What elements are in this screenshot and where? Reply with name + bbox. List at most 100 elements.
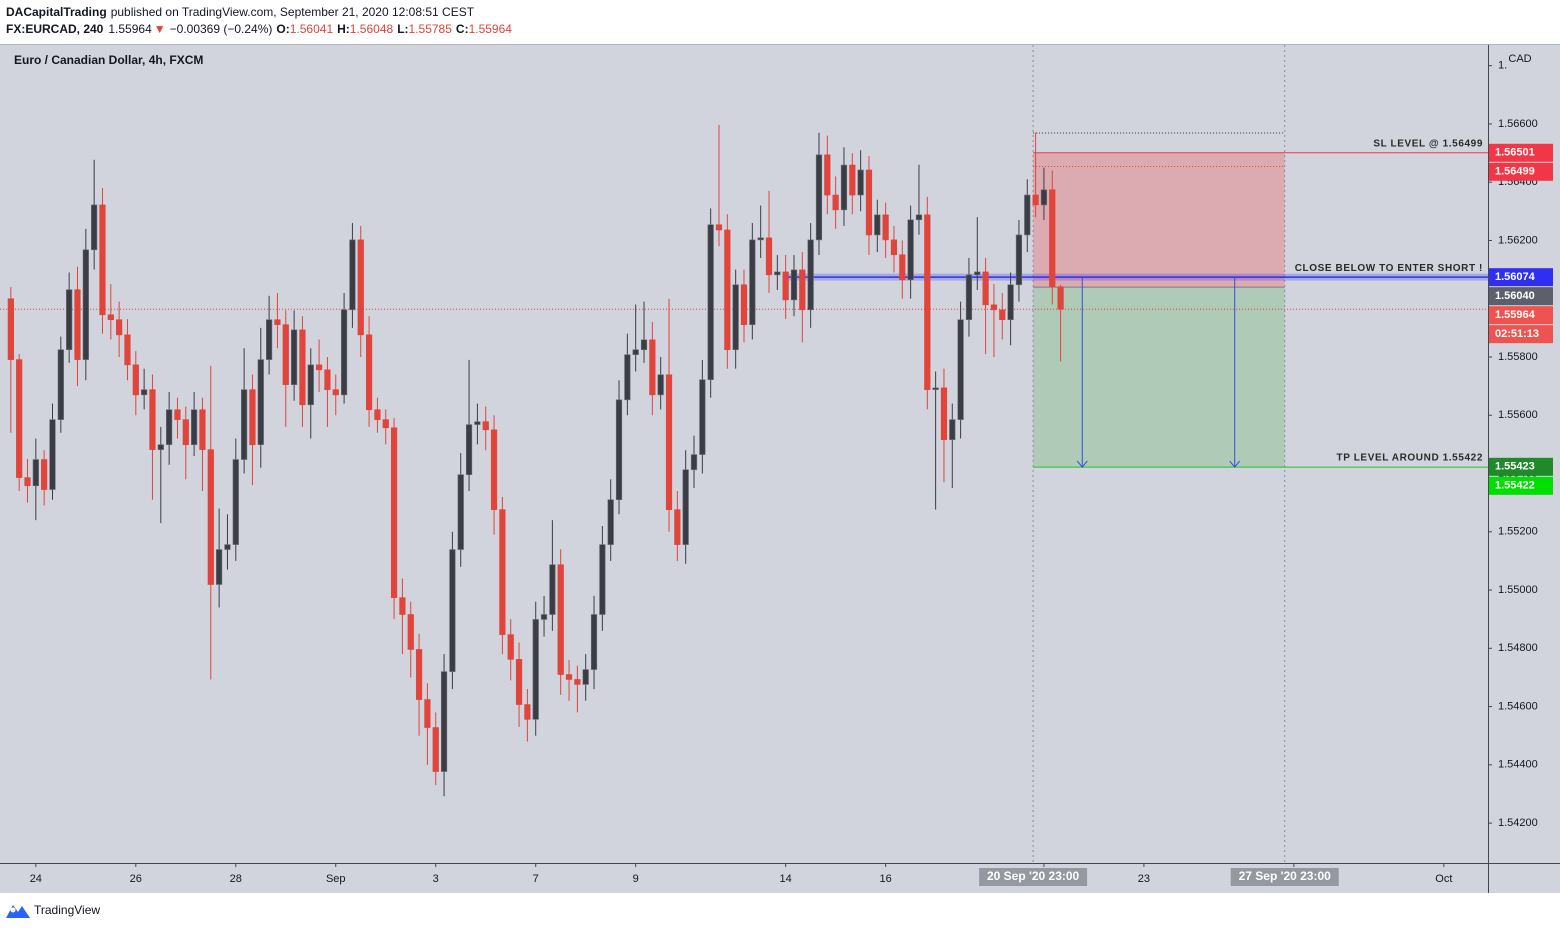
candle-body <box>790 269 798 301</box>
candle-body <box>765 237 773 276</box>
candle-body <box>882 214 889 241</box>
candle-body <box>624 354 631 401</box>
candle-body <box>632 349 639 355</box>
candle-body <box>507 634 514 660</box>
ohlc-label: H: <box>337 22 350 36</box>
candle-body <box>307 364 314 406</box>
candle-body <box>932 387 939 390</box>
candle-body <box>390 427 398 598</box>
candle-body <box>782 271 789 301</box>
candle-body <box>840 164 848 211</box>
candle-body <box>665 374 673 510</box>
candle-body <box>66 289 73 351</box>
candle-body <box>465 424 473 475</box>
candle-body <box>41 459 48 490</box>
candle-body <box>1049 189 1056 288</box>
candle-body <box>965 274 973 321</box>
candle-body <box>16 359 23 478</box>
candle-body <box>365 334 373 411</box>
candle-body <box>57 349 64 420</box>
price-label: 1.56074 <box>1495 271 1536 283</box>
ohlc-label: L: <box>397 22 408 36</box>
candle-body <box>282 324 289 385</box>
candle-body <box>865 169 873 236</box>
brand-name: TradingView <box>34 903 100 917</box>
candle-body <box>499 509 506 635</box>
candle-body <box>116 319 123 336</box>
candle-body <box>357 239 364 336</box>
candle-body <box>291 329 298 385</box>
candle-body <box>990 304 998 311</box>
candle-body <box>91 204 98 251</box>
candle-body <box>107 314 114 321</box>
candle-body <box>557 564 564 675</box>
candle-body <box>532 619 539 720</box>
candle-body <box>132 364 139 396</box>
price-label-bg <box>1489 287 1553 306</box>
candle-body <box>640 339 648 351</box>
candle-body <box>1057 286 1064 310</box>
candle-body <box>907 219 914 281</box>
candle-body <box>849 164 856 196</box>
candle-body <box>141 389 148 396</box>
candle-body <box>757 237 764 241</box>
annotation: SL LEVEL @ 1.56499 <box>1373 138 1483 149</box>
candle-body <box>241 389 248 460</box>
arrow-head <box>1229 460 1241 468</box>
candle-body <box>49 419 56 490</box>
price-label-bg <box>1489 457 1553 476</box>
candle-body <box>7 298 14 360</box>
candle-body <box>124 334 131 366</box>
candle-body <box>449 549 456 672</box>
candle-body <box>399 597 406 615</box>
price-label: 1.56501 <box>1495 147 1535 159</box>
candle-body <box>382 419 389 429</box>
symbol-line: FX:EURCAD, 240 1.55964 ▼ −0.00369 (−0.24%) O… <box>6 22 512 36</box>
x-tick-label: 14 <box>780 873 792 885</box>
candle-body <box>824 154 831 196</box>
ohlc-value: 1.55964 <box>469 22 513 36</box>
candle-body <box>599 544 606 615</box>
candle-body <box>957 319 964 420</box>
candle-body <box>332 389 339 396</box>
candle-body <box>174 409 181 420</box>
candle-body <box>482 421 489 431</box>
published: published on TradingView.com, September … <box>111 5 475 19</box>
candle-body <box>1015 234 1023 286</box>
logo-dot <box>10 907 16 913</box>
candle-body <box>224 544 231 550</box>
chart-bg <box>0 44 1560 893</box>
candle-body <box>874 214 881 236</box>
symbol: FX:EURCAD, 240 <box>6 22 104 36</box>
y-tick-label: 1.56600 <box>1498 118 1538 130</box>
candle-body <box>690 454 698 471</box>
candle-body <box>974 271 981 276</box>
price-label-bg <box>1489 268 1553 287</box>
candle-body <box>99 204 106 316</box>
publish-line: DACapitalTrading published on TradingView… <box>6 5 475 19</box>
candle-body <box>565 674 573 680</box>
candle-body <box>32 459 39 487</box>
candle-body <box>191 409 198 445</box>
candle-body <box>715 224 723 231</box>
y-tick-label: 1.56200 <box>1498 234 1538 246</box>
change-arrow: ▼ <box>154 22 166 36</box>
candle-body <box>740 284 748 325</box>
candle-body <box>1007 284 1014 321</box>
candle-body <box>582 669 589 685</box>
candle-body <box>999 309 1006 321</box>
crosshair-label-bg <box>979 868 1088 886</box>
candle-body <box>274 319 281 325</box>
candle-body <box>774 271 781 276</box>
y-tick-label: 1.55000 <box>1498 584 1538 596</box>
x-tick-label: 3 <box>433 873 439 885</box>
candle-body <box>982 271 989 306</box>
candle-body <box>515 659 523 705</box>
candle-body <box>166 409 173 445</box>
last-price: 1.55964 <box>108 22 152 36</box>
price-label-bg <box>1489 162 1553 181</box>
candle-body <box>890 239 898 256</box>
price-label: 1.55964 <box>1495 309 1536 321</box>
